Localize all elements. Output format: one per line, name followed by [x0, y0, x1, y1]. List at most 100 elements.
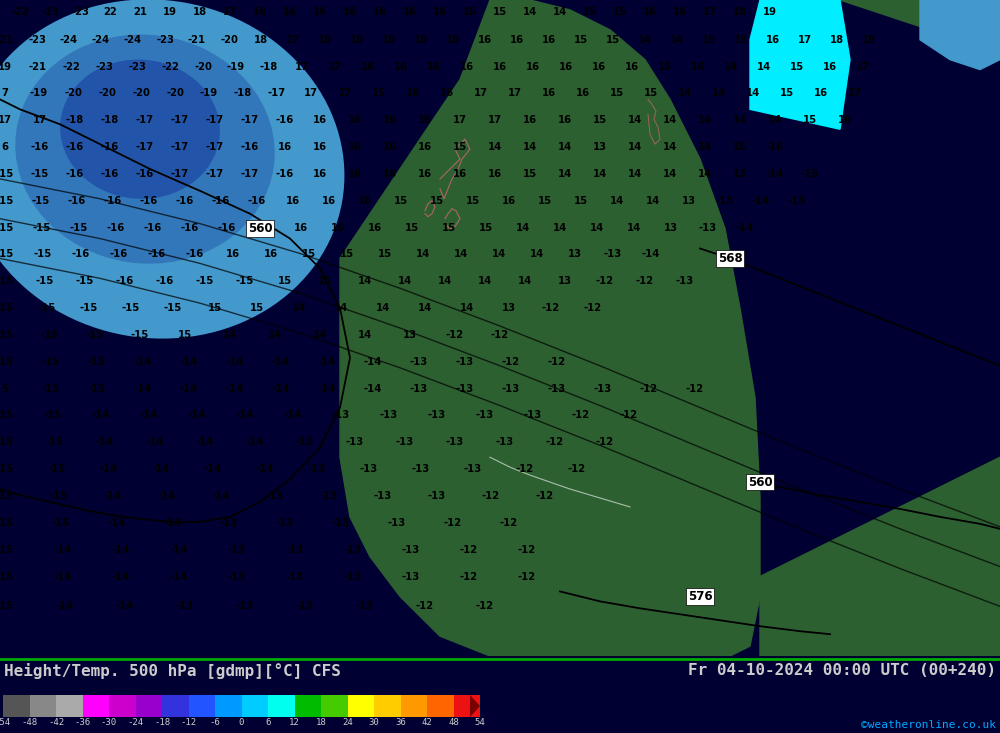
Text: 17: 17 — [0, 115, 12, 125]
Text: -14: -14 — [54, 545, 72, 555]
Text: 15: 15 — [734, 34, 748, 45]
Text: 16: 16 — [510, 34, 524, 45]
Text: -20: -20 — [98, 89, 116, 98]
Text: 14: 14 — [358, 330, 372, 340]
Text: -13: -13 — [524, 410, 542, 421]
Text: 16: 16 — [592, 62, 606, 72]
Text: -15: -15 — [0, 249, 14, 259]
Text: -16: -16 — [136, 169, 154, 179]
Text: -13: -13 — [356, 601, 374, 611]
Polygon shape — [3, 695, 13, 717]
Text: -14: -14 — [100, 464, 118, 474]
Text: -14: -14 — [104, 491, 122, 501]
Text: -14: -14 — [196, 438, 214, 447]
Text: 16: 16 — [814, 89, 828, 98]
Text: -16: -16 — [766, 142, 784, 152]
Text: -22: -22 — [11, 7, 29, 17]
Text: -14: -14 — [158, 491, 176, 501]
Text: -13: -13 — [344, 545, 362, 555]
Text: -12: -12 — [416, 601, 434, 611]
Text: -12: -12 — [536, 491, 554, 501]
Text: 15: 15 — [613, 7, 627, 17]
Text: -14: -14 — [56, 601, 74, 611]
Text: -14: -14 — [112, 572, 130, 581]
Text: -12: -12 — [518, 545, 536, 555]
Text: -23: -23 — [95, 62, 113, 72]
Bar — [454, 695, 480, 717]
Text: 14: 14 — [558, 142, 572, 152]
Text: -14: -14 — [108, 517, 126, 528]
Text: 16: 16 — [542, 34, 556, 45]
Text: -13: -13 — [296, 438, 314, 447]
Text: -15: -15 — [0, 464, 14, 474]
Text: -13: -13 — [548, 383, 566, 394]
Text: -15: -15 — [0, 601, 14, 611]
Text: 19: 19 — [862, 34, 876, 45]
Text: 14: 14 — [628, 142, 642, 152]
Text: 16: 16 — [427, 62, 441, 72]
Text: -16: -16 — [104, 196, 122, 206]
Text: Height/Temp. 500 hPa [gdmp][°C] CFS: Height/Temp. 500 hPa [gdmp][°C] CFS — [4, 663, 341, 679]
Text: 16: 16 — [418, 142, 432, 152]
Bar — [215, 695, 242, 717]
Text: 16: 16 — [343, 7, 357, 17]
Text: 560: 560 — [748, 476, 772, 489]
Text: -15: -15 — [236, 276, 254, 287]
Text: 16: 16 — [383, 115, 397, 125]
Text: 15: 15 — [466, 196, 480, 206]
Text: 14: 14 — [768, 115, 782, 125]
Text: 16: 16 — [382, 34, 396, 45]
Text: -16: -16 — [68, 196, 86, 206]
Text: -13: -13 — [412, 464, 430, 474]
Text: 15: 15 — [208, 303, 222, 313]
Text: 16: 16 — [625, 62, 639, 72]
Text: 16: 16 — [278, 142, 292, 152]
Text: 15: 15 — [378, 249, 392, 259]
Text: -13: -13 — [266, 491, 284, 501]
Text: -15: -15 — [801, 169, 819, 179]
Text: 16: 16 — [368, 223, 382, 232]
Text: 14: 14 — [712, 89, 726, 98]
Text: 16: 16 — [766, 34, 780, 45]
Text: -24: -24 — [60, 34, 78, 45]
Text: -13: -13 — [456, 357, 474, 366]
Text: -15: -15 — [33, 223, 51, 232]
Text: -16: -16 — [186, 249, 204, 259]
Text: 16: 16 — [253, 7, 267, 17]
Text: 17: 17 — [328, 62, 342, 72]
Text: -13: -13 — [346, 438, 364, 447]
Text: -15: -15 — [0, 330, 14, 340]
Text: -13: -13 — [176, 601, 194, 611]
Text: -12: -12 — [548, 357, 566, 366]
Text: 18: 18 — [733, 7, 747, 17]
Text: -18: -18 — [101, 115, 119, 125]
Text: -12: -12 — [596, 276, 614, 287]
Text: 16: 16 — [348, 142, 362, 152]
Text: 15: 15 — [463, 7, 477, 17]
Text: -15: -15 — [164, 303, 182, 313]
Text: -15: -15 — [42, 357, 60, 366]
Text: 16: 16 — [440, 89, 454, 98]
Text: 16: 16 — [502, 196, 516, 206]
Text: 16: 16 — [673, 7, 687, 17]
Text: 16: 16 — [318, 34, 332, 45]
Text: 14: 14 — [590, 223, 604, 232]
Text: -13: -13 — [716, 196, 734, 206]
Text: -13: -13 — [308, 464, 326, 474]
Text: 14: 14 — [558, 169, 572, 179]
Text: 14: 14 — [523, 142, 537, 152]
Text: 13: 13 — [593, 142, 607, 152]
Text: -13: -13 — [374, 491, 392, 501]
Bar — [56, 695, 82, 717]
Text: 14: 14 — [670, 34, 684, 45]
Text: -48: -48 — [21, 718, 38, 727]
Text: 14: 14 — [492, 249, 506, 259]
Text: -15: -15 — [48, 464, 66, 474]
Text: 14: 14 — [628, 169, 642, 179]
Text: 15: 15 — [523, 169, 537, 179]
Text: 14: 14 — [724, 62, 738, 72]
Text: -21: -21 — [0, 34, 14, 45]
Bar — [348, 695, 374, 717]
Text: -16: -16 — [72, 249, 90, 259]
Text: -12: -12 — [636, 276, 654, 287]
